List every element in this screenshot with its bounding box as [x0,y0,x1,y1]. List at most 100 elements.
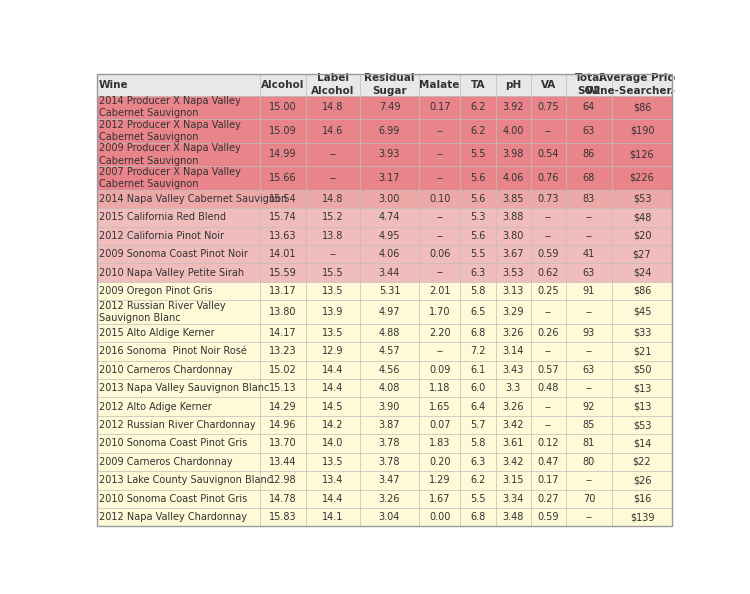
Text: 2014 Producer X Napa Valley
Cabernet Sauvignon: 2014 Producer X Napa Valley Cabernet Sau… [99,96,241,118]
Text: 15.74: 15.74 [268,212,296,222]
Bar [306,489,360,508]
Bar [612,74,672,96]
Bar [566,74,612,96]
Text: 2010 Sonoma Coast Pinot Gris: 2010 Sonoma Coast Pinot Gris [99,438,248,448]
Text: 1.67: 1.67 [429,494,451,504]
Text: 2007 Producer X Napa Valley
Cabernet Sauvignon: 2007 Producer X Napa Valley Cabernet Sau… [99,167,241,189]
Bar [566,361,612,379]
Bar [97,208,260,226]
Bar [531,143,566,166]
Bar [531,379,566,397]
Bar [566,208,612,226]
Bar [531,471,566,489]
Bar [496,379,531,397]
Bar [97,245,260,263]
Bar [306,453,360,471]
Bar [360,379,419,397]
Bar [97,489,260,508]
Text: 12.98: 12.98 [269,475,296,485]
Bar [460,282,496,300]
Bar [97,263,260,282]
Text: 1.29: 1.29 [429,475,451,485]
Bar [97,379,260,397]
Text: 0.73: 0.73 [538,194,559,204]
Text: $21: $21 [633,346,651,356]
Text: 63: 63 [583,267,595,277]
Bar [419,342,460,361]
Bar [419,434,460,453]
Bar [260,119,306,143]
Bar [531,489,566,508]
Bar [97,96,260,119]
Text: $226: $226 [630,173,655,183]
Bar [566,226,612,245]
Text: 7.49: 7.49 [379,102,400,112]
Text: 15.02: 15.02 [268,365,296,375]
Text: 85: 85 [583,420,596,430]
Bar [566,416,612,434]
Text: 0.27: 0.27 [538,494,560,504]
Bar [496,453,531,471]
Bar [460,119,496,143]
Bar [360,119,419,143]
Text: 5.5: 5.5 [470,249,486,259]
Bar [531,508,566,526]
Bar [460,434,496,453]
Bar [260,434,306,453]
Bar [360,471,419,489]
Bar [306,342,360,361]
Text: $27: $27 [633,249,651,259]
Bar [306,508,360,526]
Text: 15.09: 15.09 [269,126,296,136]
Bar [496,282,531,300]
Bar [260,96,306,119]
Text: 2009 Oregon Pinot Gris: 2009 Oregon Pinot Gris [99,286,212,296]
Bar [531,166,566,189]
Bar [496,361,531,379]
Bar [97,416,260,434]
Bar [419,119,460,143]
Bar [460,361,496,379]
Text: Average Price,
Wine-Searcher.com: Average Price, Wine-Searcher.com [585,73,699,96]
Bar [360,324,419,342]
Bar [260,300,306,324]
Bar [496,397,531,416]
Text: 2009 Producer X Napa Valley
Cabernet Sauvignon: 2009 Producer X Napa Valley Cabernet Sau… [99,143,241,166]
Text: 2.20: 2.20 [429,328,451,338]
Text: 0.25: 0.25 [538,286,560,296]
Bar [496,508,531,526]
Text: Malate: Malate [419,80,460,90]
Bar [531,96,566,119]
Bar [612,434,672,453]
Bar [612,208,672,226]
Text: 91: 91 [583,286,595,296]
Text: 86: 86 [583,149,595,159]
Bar [531,416,566,434]
Text: --: -- [586,307,592,317]
Bar [460,342,496,361]
Text: 5.3: 5.3 [470,212,486,222]
Text: $45: $45 [633,307,651,317]
Bar [97,226,260,245]
Text: 13.63: 13.63 [269,230,296,241]
Text: $126: $126 [630,149,654,159]
Text: --: -- [329,173,337,183]
Bar [360,434,419,453]
Text: 4.57: 4.57 [379,346,400,356]
Bar [460,489,496,508]
Bar [460,300,496,324]
Bar [531,263,566,282]
Bar [612,324,672,342]
Text: 0.00: 0.00 [429,512,450,522]
Bar [260,489,306,508]
Bar [566,508,612,526]
Text: 3.43: 3.43 [503,365,524,375]
Text: 0.20: 0.20 [429,457,451,467]
Text: --: -- [586,512,592,522]
Text: 3.44: 3.44 [379,267,400,277]
Text: 3.3: 3.3 [506,383,520,393]
Text: 14.01: 14.01 [269,249,296,259]
Bar [496,96,531,119]
Text: 2012 Alto Adige Kerner: 2012 Alto Adige Kerner [99,402,211,412]
Text: 15.2: 15.2 [322,212,344,222]
